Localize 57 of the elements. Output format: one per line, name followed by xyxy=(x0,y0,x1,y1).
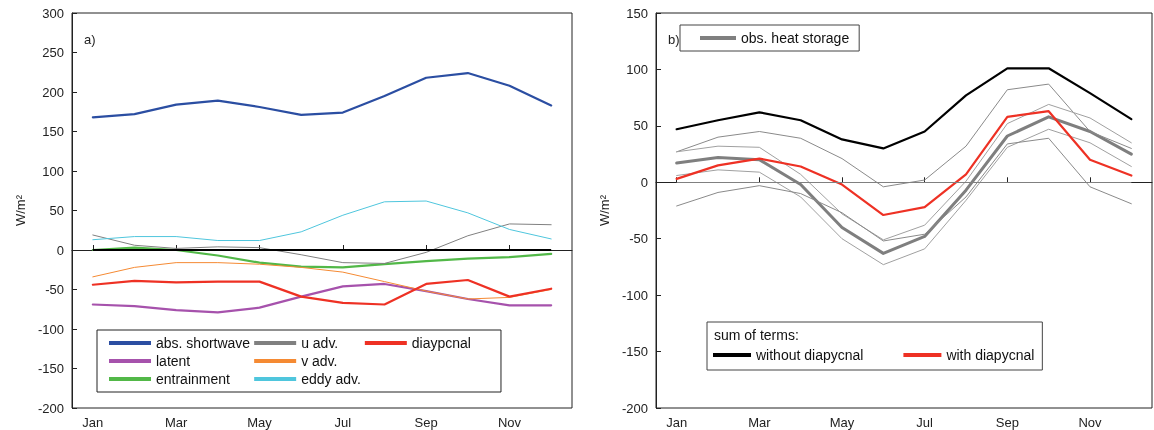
line-series xyxy=(91,278,553,306)
y-tick-label: 200 xyxy=(42,84,64,100)
x-tick-label: Sep xyxy=(414,415,438,430)
annotation: a) xyxy=(84,32,96,47)
y-tick-label: 100 xyxy=(626,61,648,77)
legend-label: without diapycnal xyxy=(755,347,864,363)
line-series xyxy=(91,71,553,119)
y-tick-label: -150 xyxy=(621,344,648,360)
x-tick-label: May xyxy=(829,415,855,430)
y-tick-label: -50 xyxy=(45,282,64,297)
y-tick-label: -200 xyxy=(621,400,648,416)
y-tick-label: 150 xyxy=(626,5,648,21)
line-series xyxy=(676,128,1132,266)
line-series xyxy=(675,67,1133,150)
legend-label: v adv. xyxy=(301,353,338,369)
legend-title: sum of terms: xyxy=(714,327,799,343)
line-series xyxy=(91,282,553,314)
annotation: b) xyxy=(668,32,680,47)
y-tick-label: 100 xyxy=(42,163,64,179)
y-tick-label: 50 xyxy=(633,118,648,134)
legend-label: abs. shortwave xyxy=(156,335,251,351)
legend-label: entrainment xyxy=(156,371,231,387)
y-tick-label: 50 xyxy=(49,203,64,218)
y-axis-title: W/m² xyxy=(597,194,613,227)
line-series xyxy=(675,110,1133,217)
x-tick-label: Mar xyxy=(164,415,189,430)
legend-label: diaypcnal xyxy=(411,335,471,351)
y-tick-label: -200 xyxy=(37,400,64,416)
legend-label: eddy adv. xyxy=(301,371,361,387)
x-tick-label: Jan xyxy=(666,415,688,430)
y-tick-label: 0 xyxy=(56,242,64,258)
y-axis-title: W/m² xyxy=(13,194,29,227)
y-tick-label: -150 xyxy=(37,361,64,376)
y-tick-label: 250 xyxy=(42,45,64,60)
line-series xyxy=(91,246,553,269)
x-tick-label: May xyxy=(247,415,273,430)
x-tick-label: Jan xyxy=(82,415,104,430)
x-tick-label: Jul xyxy=(334,415,352,430)
y-tick-label: 300 xyxy=(42,5,64,21)
line-series xyxy=(92,223,552,264)
y-tick-label: -100 xyxy=(621,287,648,303)
line-series xyxy=(92,200,552,242)
x-tick-label: Nov xyxy=(1078,415,1103,430)
x-tick-label: Mar xyxy=(748,415,772,430)
x-tick-label: Jul xyxy=(916,415,934,430)
y-tick-label: 150 xyxy=(42,124,64,139)
y-tick-label: 0 xyxy=(640,174,648,190)
legend-label: u adv. xyxy=(301,335,339,351)
line-series xyxy=(676,103,1132,241)
line-series xyxy=(92,262,552,300)
legend-label: with diapycnal xyxy=(945,347,1035,363)
x-tick-label: Nov xyxy=(497,415,522,430)
x-tick-label: Sep xyxy=(995,415,1019,430)
legend-label: obs. heat storage xyxy=(741,30,850,46)
legend-label: latent xyxy=(156,353,191,369)
y-tick-label: -50 xyxy=(629,231,648,247)
y-tick-label: -100 xyxy=(37,321,64,337)
